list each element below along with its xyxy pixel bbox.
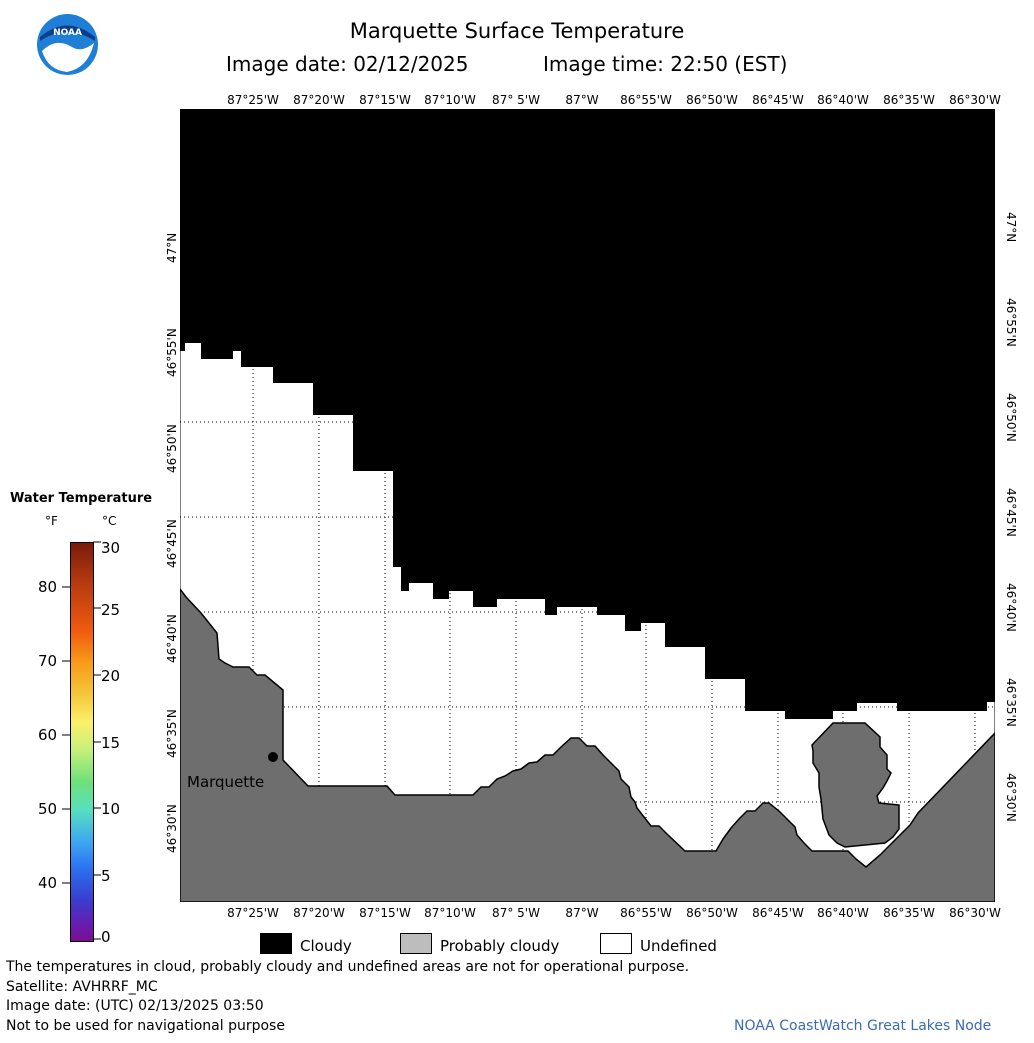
- lon-label-bottom: 86°30'W: [949, 906, 1001, 920]
- lon-label-bottom: 87°15'W: [359, 906, 411, 920]
- lon-label-bottom: 86°45'W: [752, 906, 804, 920]
- f-tick: 70: [38, 652, 58, 670]
- f-tick: 50: [38, 800, 58, 818]
- disclaimer-line: The temperatures in cloud, probably clou…: [6, 959, 690, 975]
- lon-label-top: 87°25'W: [227, 93, 279, 107]
- lon-label-top: 87°W: [565, 93, 599, 107]
- lon-label-bottom: 87°25'W: [227, 906, 279, 920]
- lat-label-right: 46°45'N: [1004, 488, 1018, 537]
- lat-label-left: 46°50'N: [165, 423, 179, 473]
- c-tick: 10: [101, 800, 121, 818]
- page-title: Marquette Surface Temperature: [349, 19, 685, 43]
- c-tick: 20: [101, 667, 121, 685]
- f-tick: 80: [38, 578, 58, 596]
- lon-label-top: 87°15'W: [359, 93, 411, 107]
- unit-fahrenheit: °F: [45, 514, 58, 528]
- undefined-label: Undefined: [640, 937, 717, 955]
- lat-label-left: 46°30'N: [165, 803, 179, 853]
- lon-label-bottom: 86°50'W: [686, 906, 738, 920]
- lat-label-left: 46°35'N: [165, 708, 179, 758]
- lat-label-left: 46°55'N: [165, 327, 179, 377]
- lat-label-left: 47°N: [165, 232, 179, 263]
- lat-label-right: 46°50'N: [1004, 393, 1018, 442]
- noaa-logo: NOAA: [37, 14, 98, 75]
- lat-label-right: 46°55'N: [1004, 298, 1018, 347]
- lon-label-bottom: 87°20'W: [293, 906, 345, 920]
- lon-label-bottom: 86°40'W: [817, 906, 869, 920]
- marquette-label: Marquette: [187, 773, 265, 791]
- c-tick: 30: [101, 539, 121, 557]
- c-tick: 25: [101, 601, 121, 619]
- cloudy-label: Cloudy: [300, 937, 352, 955]
- lon-label-bottom: 86°55'W: [620, 906, 672, 920]
- logo-text: NOAA: [53, 28, 82, 38]
- f-tick: 40: [38, 874, 58, 892]
- lon-label-top: 86°55'W: [620, 93, 672, 107]
- unit-celsius: °C: [102, 514, 117, 528]
- marquette-marker: [268, 752, 278, 762]
- probably-cloudy-label: Probably cloudy: [440, 937, 560, 955]
- navigation-disclaimer: Not to be used for navigational purpose: [6, 1018, 285, 1034]
- lon-label-top: 86°50'W: [686, 93, 738, 107]
- lon-label-top: 86°45'W: [752, 93, 804, 107]
- lon-label-top: 87° 5'W: [492, 93, 540, 107]
- island-region: [811, 722, 900, 848]
- lat-label-right: 46°30'N: [1004, 773, 1018, 822]
- lat-label-right: 46°40'N: [1004, 583, 1018, 632]
- c-tick: 15: [101, 734, 121, 752]
- lon-label-top: 86°40'W: [817, 93, 869, 107]
- map-panel: [180, 109, 995, 902]
- lat-label-right: 47°N: [1004, 212, 1018, 243]
- undefined-swatch: [600, 933, 632, 954]
- lon-label-bottom: 86°35'W: [883, 906, 935, 920]
- credit-text: NOAA CoastWatch Great Lakes Node: [734, 1018, 992, 1034]
- lon-label-top: 86°30'W: [949, 93, 1001, 107]
- lon-label-top: 87°10'W: [424, 93, 476, 107]
- lat-label-left: 46°45'N: [165, 518, 179, 568]
- lon-label-top: 87°20'W: [293, 93, 345, 107]
- image-time: Image time: 22:50 (EST): [543, 52, 788, 76]
- cloud-region: [180, 109, 995, 719]
- image-date: Image date: 02/12/2025: [226, 52, 469, 76]
- satellite-line: Satellite: AVHRRF_MC: [6, 979, 158, 995]
- cloudy-swatch: [260, 933, 292, 954]
- lat-label-left: 46°40'N: [165, 613, 179, 663]
- lon-label-bottom: 87° 5'W: [492, 906, 540, 920]
- land-mass: [180, 587, 995, 902]
- lon-label-bottom: 87°W: [565, 906, 599, 920]
- lon-label-top: 86°35'W: [883, 93, 935, 107]
- lon-label-bottom: 87°10'W: [424, 906, 476, 920]
- c-tick: 5: [101, 867, 111, 885]
- utc-date-line: Image date: (UTC) 02/13/2025 03:50: [6, 998, 264, 1014]
- lat-label-right: 46°35'N: [1004, 678, 1018, 727]
- legend-title: Water Temperature: [10, 491, 153, 506]
- f-tick: 60: [38, 726, 58, 744]
- colorbar-ticks: [62, 541, 101, 940]
- probably-cloudy-swatch: [400, 933, 432, 954]
- c-tick: 0: [101, 928, 111, 946]
